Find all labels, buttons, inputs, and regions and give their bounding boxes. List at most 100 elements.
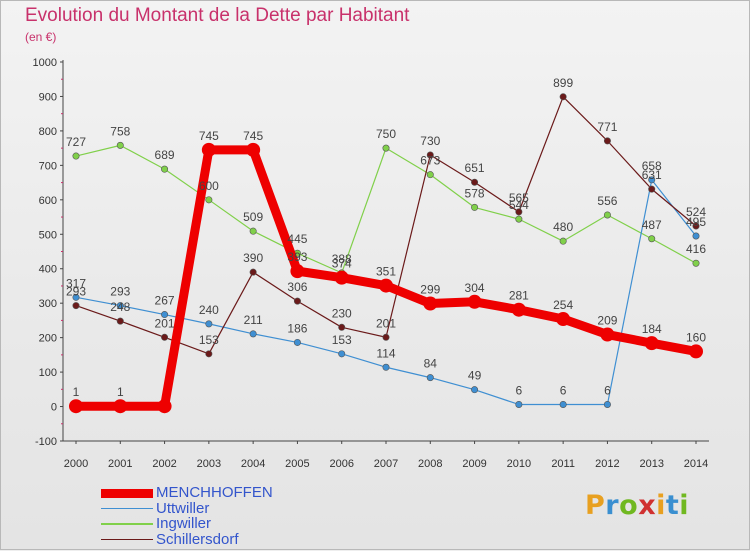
data-label-ingwiller: 556 — [597, 194, 617, 208]
data-point-schillersdorf — [72, 302, 80, 310]
data-label-uttwiller: 495 — [686, 215, 706, 229]
data-label-menchhoffen: 299 — [420, 283, 440, 297]
y-tick-label: 900 — [39, 91, 57, 103]
data-label-schillersdorf: 230 — [332, 306, 352, 320]
data-point-menchhoffen — [246, 142, 261, 157]
x-tick-label: 2002 — [152, 458, 176, 470]
data-point-uttwiller — [603, 400, 611, 408]
data-point-schillersdorf — [692, 222, 700, 230]
data-point-uttwiller — [515, 400, 523, 408]
y-tick-label: 100 — [39, 367, 57, 379]
data-label-uttwiller: 658 — [642, 159, 662, 173]
data-point-ingwiller — [205, 196, 213, 204]
data-label-uttwiller: 317 — [66, 276, 86, 290]
data-point-ingwiller — [382, 144, 390, 152]
data-label-ingwiller: 727 — [66, 135, 86, 149]
data-point-uttwiller — [116, 302, 124, 310]
legend-label: MENCHHOFFEN — [156, 484, 273, 501]
data-label-ingwiller: 758 — [110, 124, 130, 138]
data-label-menchhoffen: 1 — [73, 385, 80, 399]
y-tick-label: 0 — [51, 402, 57, 414]
data-label-uttwiller: 293 — [110, 285, 130, 299]
y-tick-label: 500 — [39, 229, 57, 241]
x-tick-label: 2006 — [329, 458, 353, 470]
x-tick-label: 2013 — [639, 458, 663, 470]
data-label-schillersdorf: 631 — [642, 168, 662, 182]
data-point-menchhoffen — [290, 264, 305, 279]
data-point-schillersdorf — [161, 333, 169, 341]
data-point-schillersdorf — [603, 137, 611, 145]
y-tick-label: 300 — [39, 298, 57, 310]
data-label-schillersdorf: 771 — [597, 120, 617, 134]
data-point-menchhoffen — [511, 302, 526, 317]
data-point-menchhoffen — [157, 399, 172, 414]
data-label-schillersdorf: 201 — [376, 316, 396, 330]
chart-subtitle: (en €) — [25, 30, 57, 44]
data-label-schillersdorf: 730 — [420, 134, 440, 148]
logo-letter: t — [665, 490, 680, 521]
data-label-schillersdorf: 651 — [465, 161, 485, 175]
x-tick-label: 2014 — [684, 458, 708, 470]
data-point-uttwiller — [559, 400, 567, 408]
legend-swatch — [101, 523, 153, 525]
data-point-ingwiller — [603, 211, 611, 219]
data-point-uttwiller — [161, 311, 169, 319]
y-tick-label: 400 — [39, 264, 57, 276]
chart-title: Evolution du Montant de la Dette par Hab… — [25, 5, 410, 26]
data-label-menchhoffen: 209 — [597, 314, 617, 328]
data-label-menchhoffen: 1 — [117, 385, 124, 399]
data-point-uttwiller — [471, 386, 479, 394]
y-tick-label: 800 — [39, 126, 57, 138]
x-tick-label: 2001 — [108, 458, 132, 470]
legend-label: Schillersdorf — [156, 530, 239, 548]
logo-letter: P — [585, 490, 606, 521]
data-label-uttwiller: 6 — [604, 383, 611, 397]
data-label-uttwiller: 211 — [244, 313, 263, 327]
data-point-uttwiller — [648, 176, 656, 184]
data-point-ingwiller — [648, 235, 656, 243]
logo-letter: i — [679, 490, 690, 521]
x-tick-label: 2012 — [595, 458, 619, 470]
data-point-menchhoffen — [644, 336, 659, 351]
y-tick-label: -100 — [35, 436, 57, 448]
data-label-ingwiller: 509 — [243, 210, 263, 224]
data-point-schillersdorf — [471, 178, 479, 186]
data-label-schillersdorf: 201 — [155, 316, 175, 330]
data-label-uttwiller: 153 — [332, 333, 352, 347]
data-label-uttwiller: 240 — [199, 303, 219, 317]
data-label-uttwiller: 186 — [287, 321, 307, 335]
data-label-schillersdorf: 248 — [110, 300, 130, 314]
data-point-ingwiller — [161, 165, 169, 173]
data-point-uttwiller — [72, 293, 80, 301]
data-label-ingwiller: 445 — [287, 232, 307, 246]
data-label-ingwiller: 750 — [376, 127, 396, 141]
data-point-menchhoffen — [201, 142, 216, 157]
data-label-schillersdorf: 293 — [66, 285, 86, 299]
data-label-menchhoffen: 351 — [376, 265, 396, 279]
x-tick-label: 2011 — [551, 458, 575, 470]
data-label-schillersdorf: 565 — [509, 191, 529, 205]
legend-swatch — [101, 538, 153, 541]
data-point-schillersdorf — [426, 151, 434, 159]
data-point-schillersdorf — [515, 208, 523, 216]
data-label-uttwiller: 6 — [516, 383, 523, 397]
proxiti-logo: Proxiti — [585, 490, 689, 521]
data-point-schillersdorf — [648, 185, 656, 193]
y-tick-label: 200 — [39, 333, 57, 345]
data-label-schillersdorf: 390 — [243, 251, 263, 265]
data-label-ingwiller: 689 — [155, 148, 175, 162]
data-label-menchhoffen: 254 — [553, 298, 573, 312]
data-label-menchhoffen: 160 — [686, 330, 706, 344]
data-point-ingwiller — [116, 141, 124, 149]
data-point-ingwiller — [559, 237, 567, 245]
data-point-menchhoffen — [69, 399, 83, 414]
data-point-schillersdorf — [116, 317, 124, 325]
data-label-menchhoffen: 304 — [465, 281, 485, 295]
data-point-uttwiller — [293, 338, 301, 346]
data-label-menchhoffen: 374 — [332, 257, 352, 271]
data-label-schillersdorf: 306 — [287, 280, 307, 294]
y-tick-label: 600 — [39, 195, 57, 207]
data-point-uttwiller — [692, 232, 700, 240]
data-point-menchhoffen — [467, 294, 482, 309]
data-label-menchhoffen: 281 — [509, 289, 529, 303]
